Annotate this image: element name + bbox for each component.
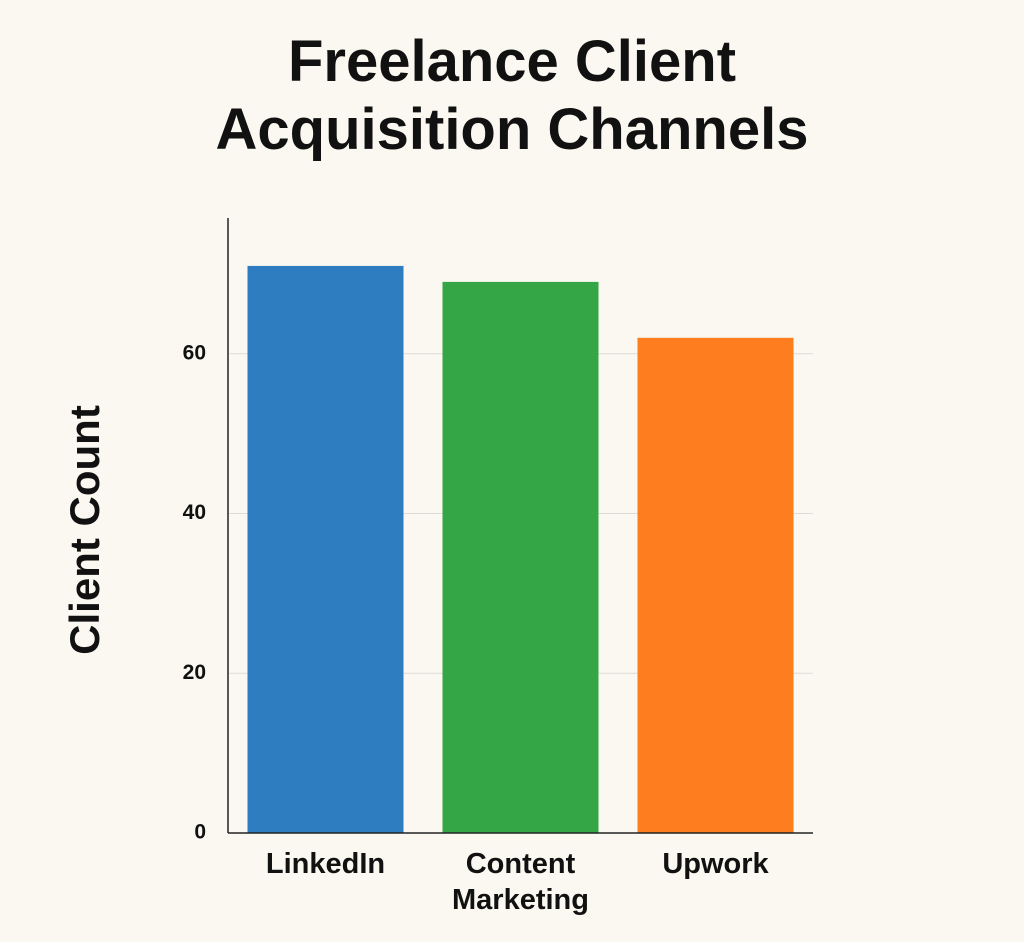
bar <box>637 337 794 833</box>
bar <box>247 265 404 833</box>
x-tick-label: LinkedIn <box>265 848 386 880</box>
chart-title: Freelance Client Acquisition Channels <box>215 29 809 162</box>
y-axis-label: Client Count <box>61 405 108 655</box>
x-tick-label: Content Marketing <box>452 848 589 916</box>
y-tick-label: 40 <box>183 501 206 524</box>
x-tick-label: Upwork <box>662 848 769 880</box>
y-tick-label: 20 <box>183 661 206 684</box>
y-tick-label: 60 <box>183 341 206 364</box>
y-tick-label: 0 <box>194 821 206 844</box>
bar <box>442 281 599 833</box>
